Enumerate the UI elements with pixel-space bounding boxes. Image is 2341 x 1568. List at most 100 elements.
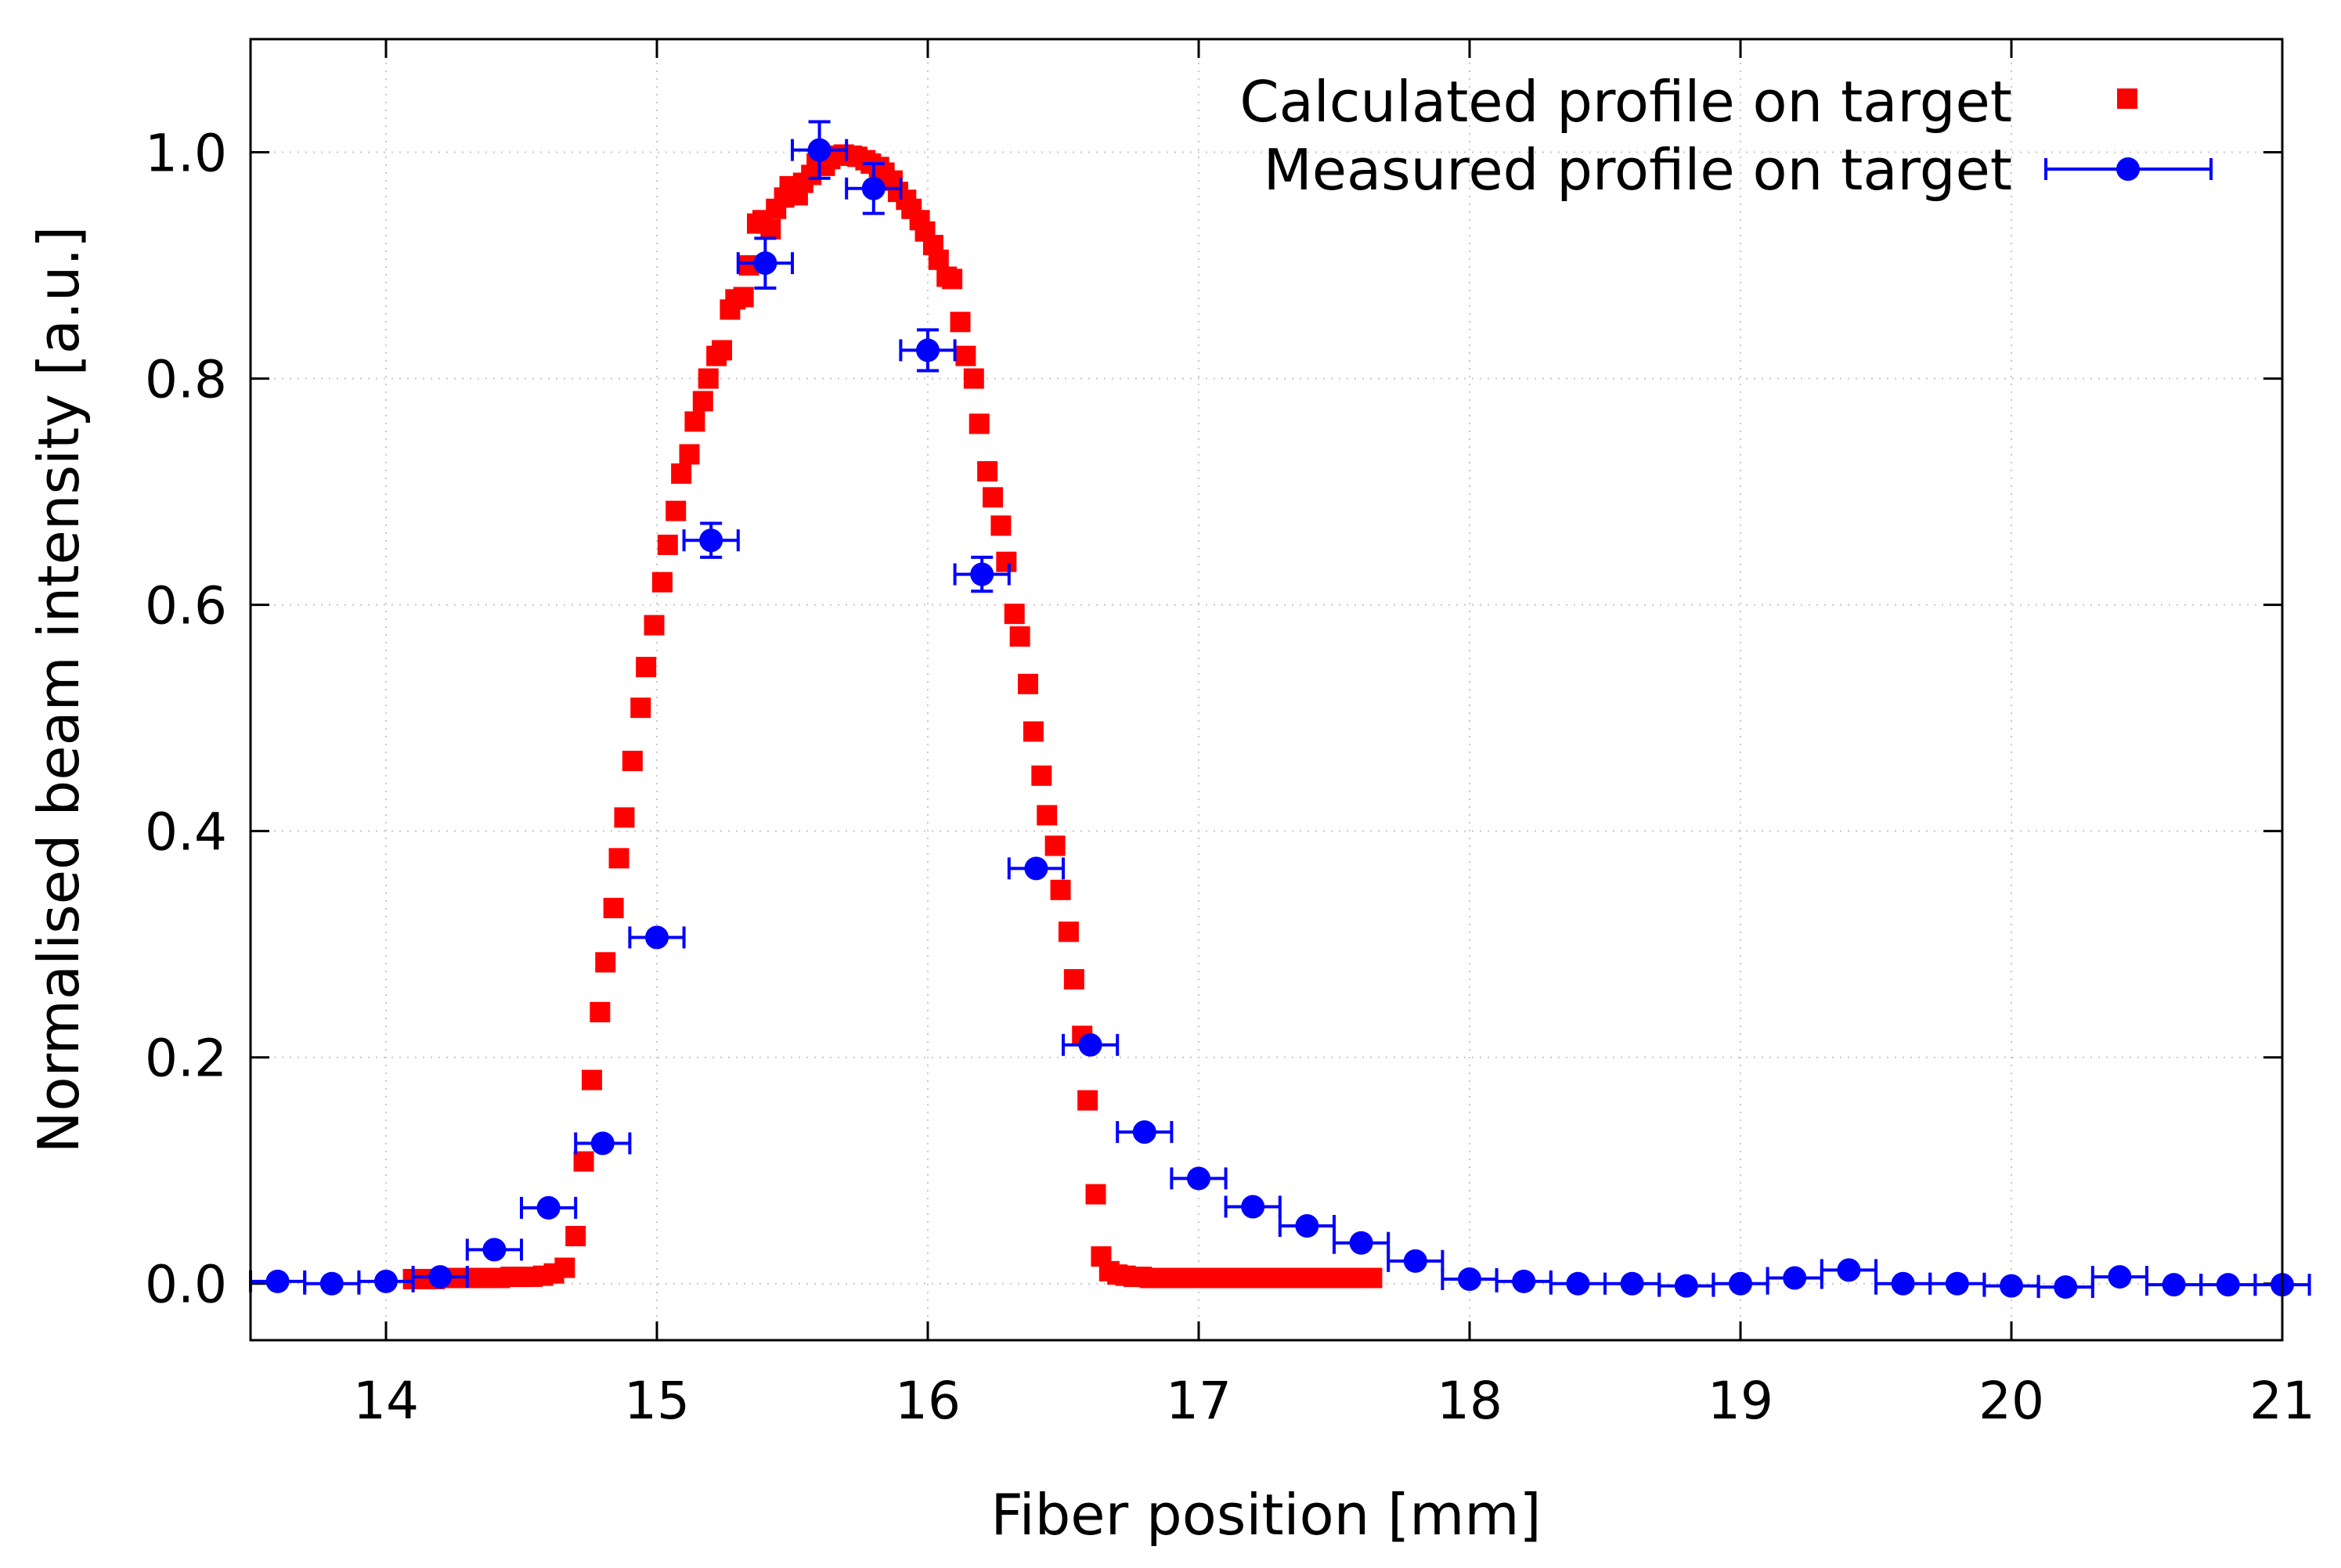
calculated-point [573,1151,594,1172]
measured-point [482,1238,507,1262]
calculated-point [636,657,657,678]
calculated-point [1085,1184,1106,1205]
calculated-point [671,463,692,484]
measured-point-group [953,555,1011,593]
calculated-point [1004,604,1025,625]
measured-point [699,528,723,553]
calculated-point [983,487,1004,508]
measured-point-group [899,328,957,373]
measured-point [1024,856,1048,881]
y-tick-label: 0.8 [145,350,227,410]
calculated-point [1031,765,1052,786]
x-tick-label: 14 [353,1371,419,1431]
measured-point [1566,1271,1590,1296]
calculated-point [590,1001,611,1022]
calculated-point [603,897,624,918]
measured-point [1187,1166,1210,1191]
calculated-point [1050,879,1071,900]
measured-point-group [1224,1195,1282,1219]
calculated-point [595,952,616,973]
measured-point [319,1271,344,1296]
measured-point [1241,1195,1265,1219]
measured-point-group [1116,1120,1174,1144]
x-tick-label: 16 [895,1371,961,1431]
calculated-point [733,287,754,308]
measured-point [1945,1271,1969,1296]
x-tick-labels: 14 15 16 17 18 19 20 21 [353,1371,2315,1431]
measured-point [428,1265,453,1289]
measured-point [1458,1267,1481,1291]
y-tick-label: 0.0 [145,1255,227,1315]
y-tick-label: 1.0 [145,124,227,184]
measured-point [1891,1271,1915,1296]
legend-label-measured: Measured profile on target [1264,137,2012,203]
x-tick-label: 21 [2249,1371,2315,1431]
measured-point-group [411,1265,469,1289]
measured-point-group [520,1195,578,1220]
calculated-point [698,368,719,389]
calculated-point [608,848,629,869]
calculated-point [1009,626,1030,647]
x-tick-label: 20 [1978,1371,2044,1431]
calculated-point [679,444,700,465]
measured-point [807,138,831,162]
measured-point [1837,1258,1861,1282]
y-tick-label: 0.6 [145,576,227,636]
grid [251,39,2282,1340]
calculated-point [928,249,949,270]
calculated-point [684,411,705,432]
measured-point [1349,1231,1373,1255]
calculated-point [1362,1267,1383,1289]
calculated-point [614,807,635,828]
measured-point-group [682,521,740,559]
calculated-point [1037,805,1058,826]
calculated-point [1018,673,1039,694]
calculated-point [1044,835,1066,856]
calculated-point [692,391,713,412]
measured-point [2162,1273,2186,1297]
x-tick-label: 15 [624,1371,690,1431]
measured-point-group [1712,1271,1769,1296]
calculated-point [581,1069,602,1090]
calculated-point [955,345,976,366]
measured-point-group [736,236,794,290]
measured-point [1403,1249,1427,1273]
calculated-point [712,340,733,361]
legend-label-calculated: Calculated profile on target [1239,69,2012,135]
calculated-point [1058,921,1079,943]
measured-point [2054,1275,2078,1299]
measured-point [536,1195,561,1220]
measured-point [1729,1271,1752,1296]
measured-point-group [628,925,686,950]
legend-marker-calculated [2117,88,2137,109]
measured-point-group [465,1238,523,1262]
measured-point-group [2036,1275,2094,1299]
measured-point-group [303,1271,361,1296]
calculated-point [666,500,687,521]
measured-point [2108,1265,2132,1289]
measured-point [374,1269,398,1293]
y-tick-label: 0.4 [145,802,227,863]
calculated-point [630,697,651,719]
measured-point-group [1387,1249,1445,1273]
measured-point [1295,1214,1319,1238]
plot-frame [249,38,2284,1342]
measured-point [861,176,886,200]
measured-point [590,1131,615,1155]
calculated-point [969,413,990,434]
calculated-point [942,269,963,290]
measured-point [1078,1033,1102,1057]
calculated-series [402,144,1383,1289]
calculated-point [996,551,1017,572]
measured-point [2000,1274,2023,1298]
calculated-point [644,615,665,636]
measured-point [2216,1273,2240,1297]
calculated-point [657,535,678,556]
calculated-point [1023,721,1044,742]
measured-point [645,925,669,950]
x-tick-label: 18 [1437,1371,1502,1431]
measured-point-group [1007,856,1065,881]
y-tick-label: 0.2 [145,1029,227,1089]
calculated-point [651,571,673,593]
